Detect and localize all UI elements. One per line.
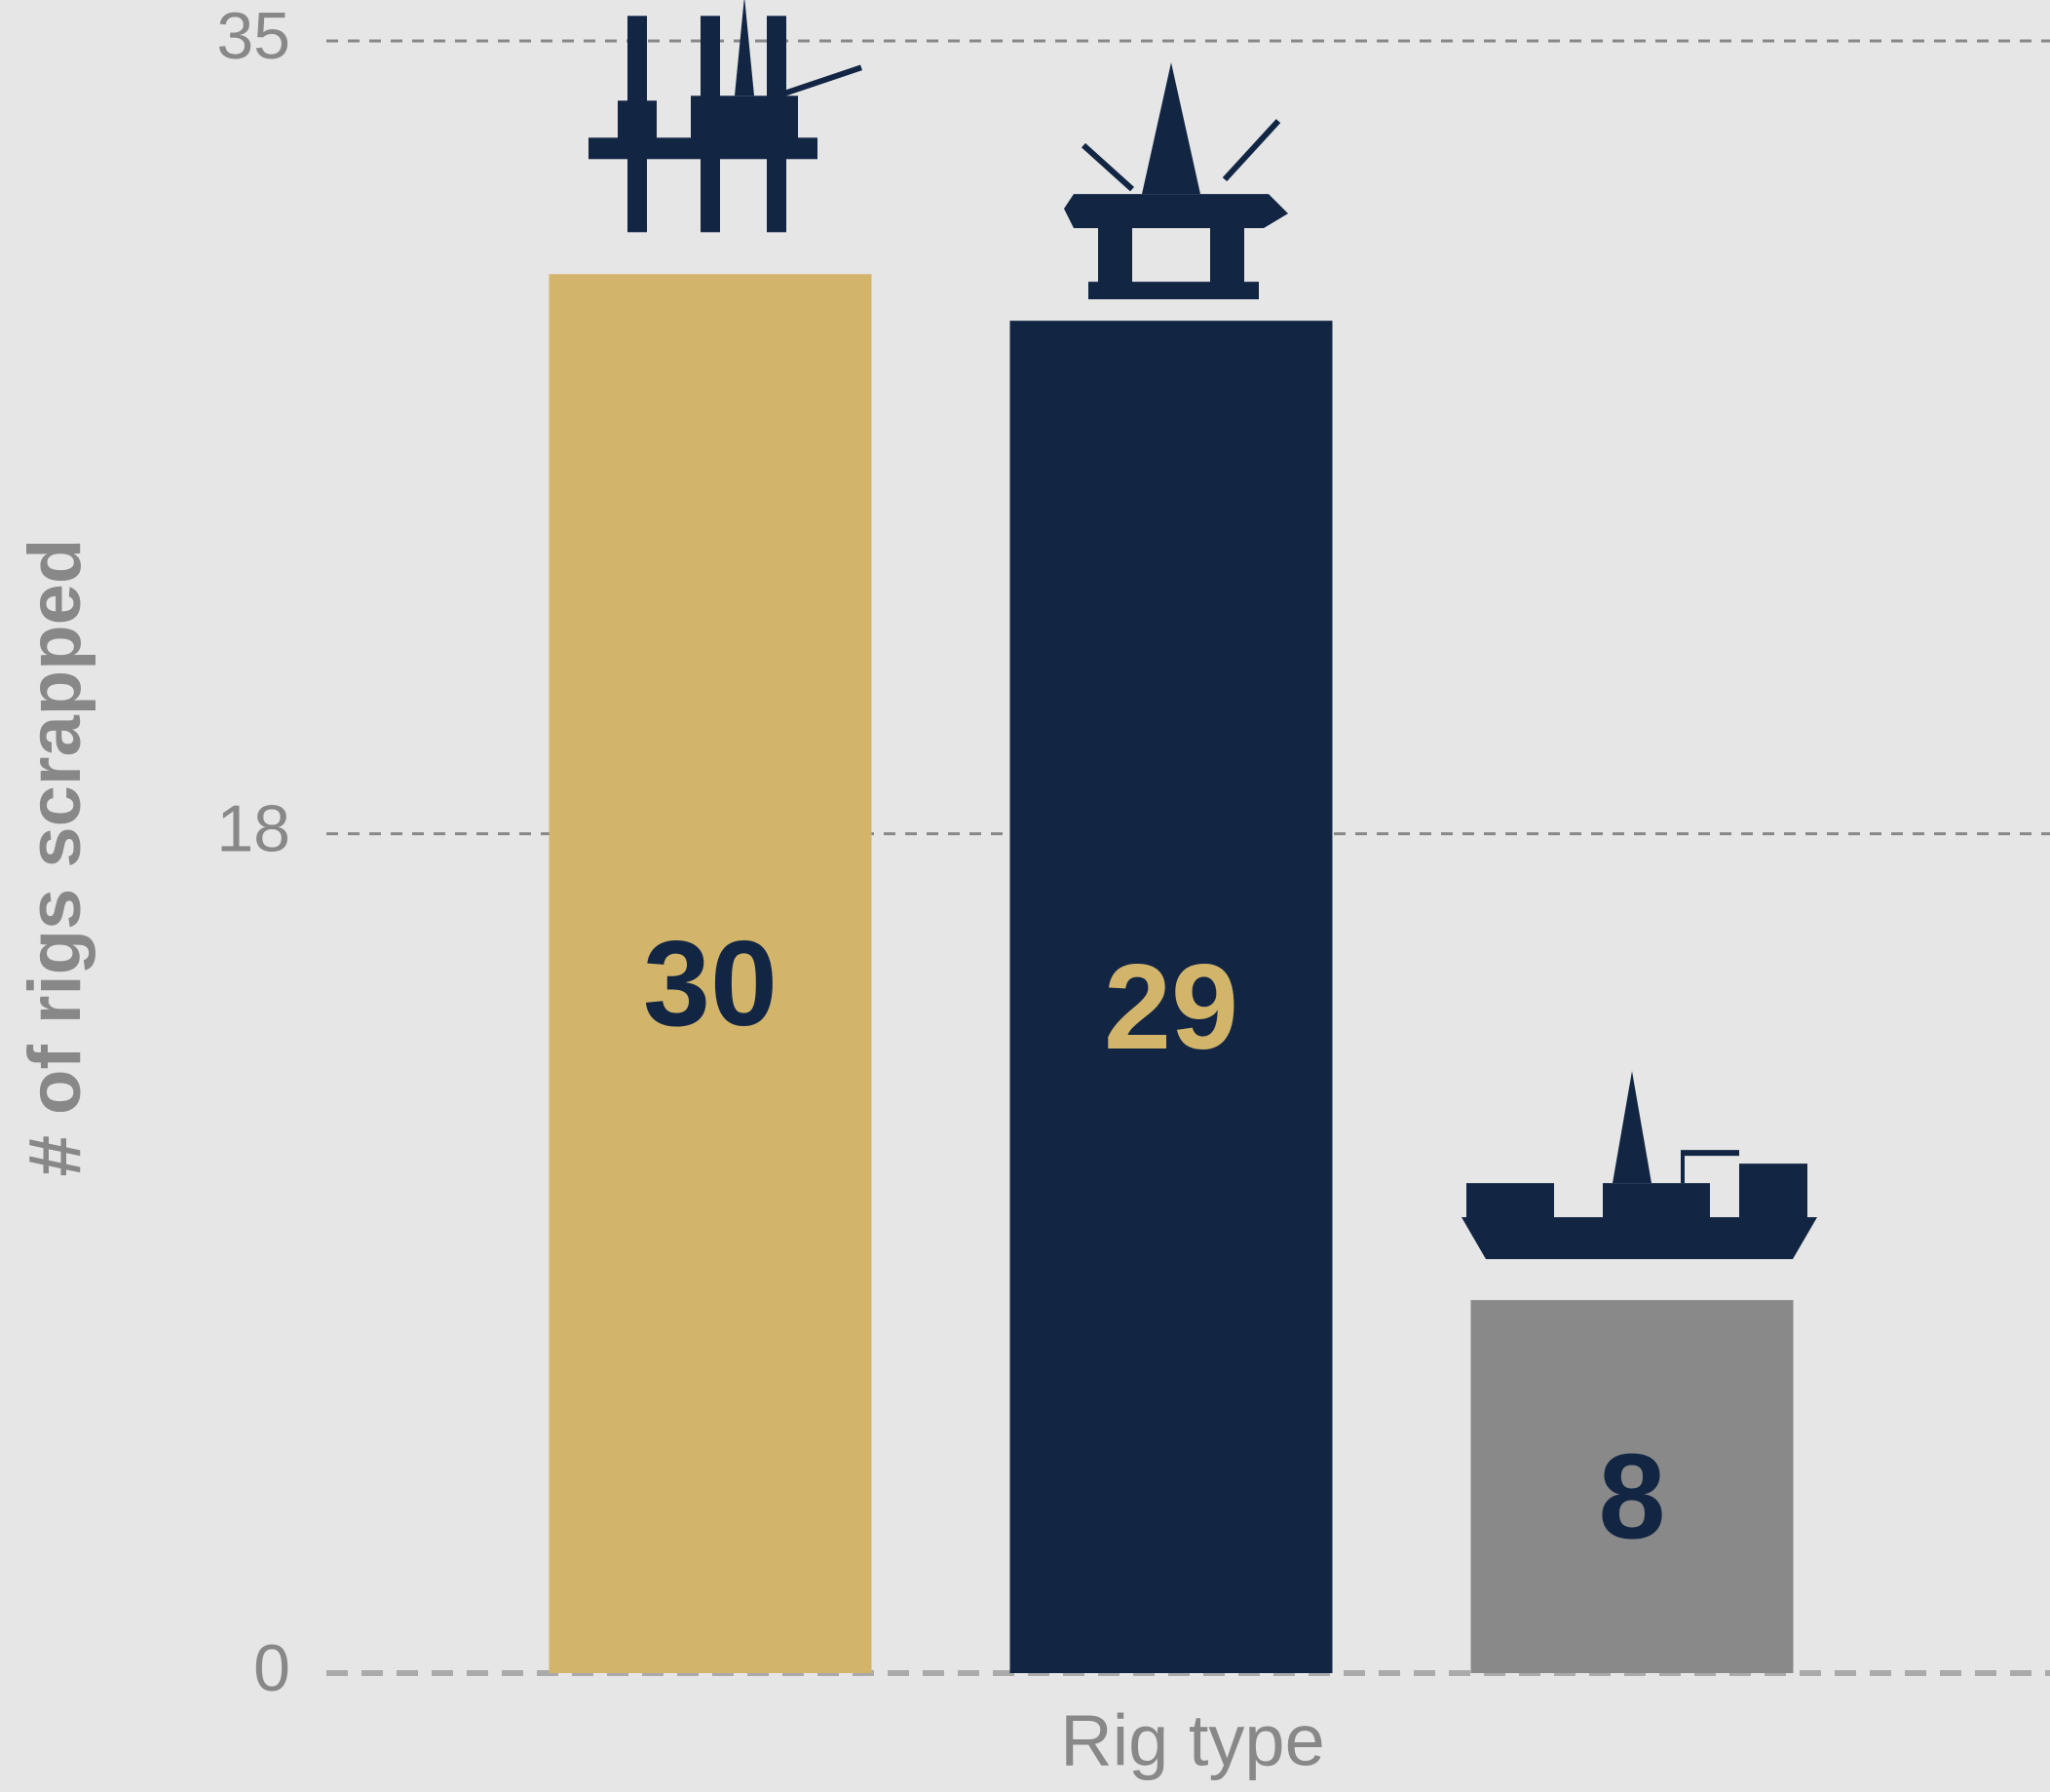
icon-part bbox=[701, 16, 720, 233]
icon-part bbox=[1613, 1071, 1651, 1184]
icon-part bbox=[1681, 1152, 1685, 1184]
icon-part bbox=[1681, 1150, 1739, 1157]
value-label: 8 bbox=[1599, 1430, 1666, 1564]
rig-icon bbox=[1064, 62, 1288, 300]
icon-part bbox=[1098, 223, 1132, 285]
icon-part bbox=[1466, 1183, 1554, 1219]
rig-icon bbox=[1462, 1071, 1817, 1260]
rig-icon bbox=[588, 0, 862, 233]
icon-part bbox=[1081, 142, 1135, 192]
value-label: 30 bbox=[643, 917, 778, 1051]
icon-part bbox=[1088, 282, 1259, 300]
icon-part bbox=[768, 64, 862, 102]
icon-part bbox=[1210, 223, 1244, 285]
icon-part bbox=[735, 0, 754, 96]
value-label: 29 bbox=[1104, 940, 1238, 1075]
bar bbox=[1009, 321, 1333, 1674]
x-axis-label: Rig type bbox=[1060, 1700, 1324, 1781]
icon-part bbox=[1739, 1163, 1807, 1219]
y-axis-label: # of rigs scrapped bbox=[14, 539, 96, 1177]
icon-part bbox=[1064, 194, 1288, 229]
bar bbox=[1470, 1300, 1794, 1673]
icon-part bbox=[1222, 119, 1281, 182]
icon-part bbox=[1603, 1183, 1710, 1219]
icon-part bbox=[1462, 1217, 1817, 1260]
y-tick-label: 35 bbox=[216, 0, 290, 73]
icon-part bbox=[627, 16, 647, 233]
y-tick-label: 18 bbox=[216, 792, 290, 866]
bar bbox=[549, 274, 872, 1674]
y-tick-label: 0 bbox=[253, 1631, 290, 1705]
icon-part bbox=[1142, 62, 1200, 195]
icon-part bbox=[767, 16, 786, 233]
